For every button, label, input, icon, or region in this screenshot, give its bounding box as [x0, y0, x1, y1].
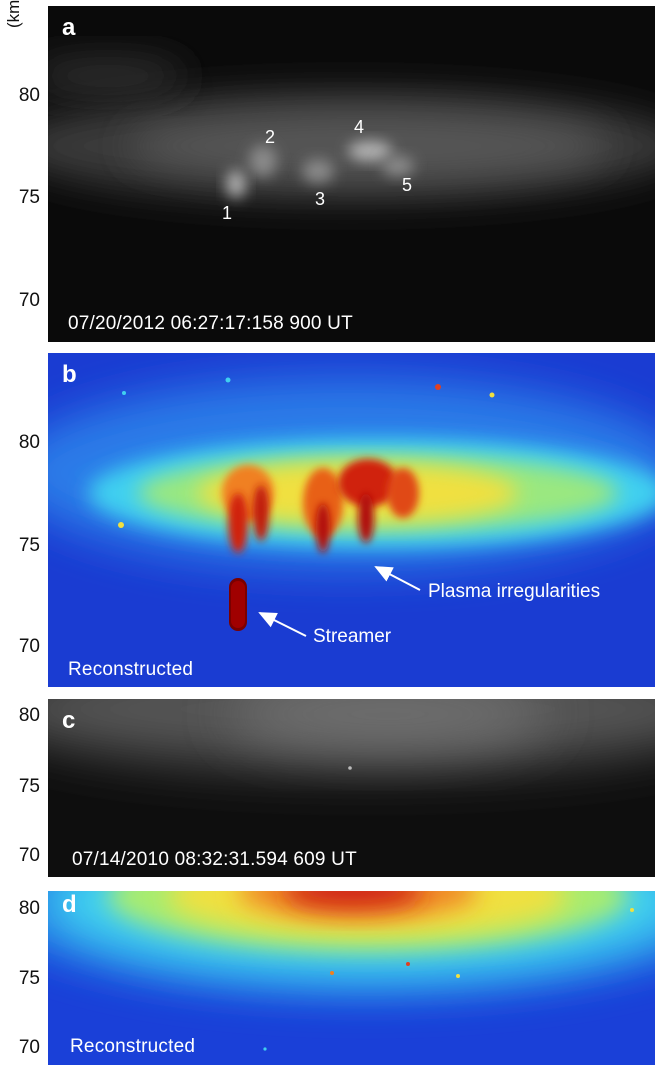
panel-a-glow [48, 56, 655, 201]
panel-b-label: b [62, 361, 77, 388]
panel-b-image: b Streamer Plasma irregularities Reconst… [48, 353, 655, 687]
marker-1: 1 [222, 203, 233, 223]
marker-3: 3 [315, 189, 326, 209]
panel-d-colormap [48, 891, 655, 1051]
panel-a-image: a 1 2 3 4 5 07/20/2012 06:27:17:158 900 … [48, 6, 655, 342]
tick-b-75: 75 [18, 535, 40, 556]
tick-a-75: 75 [18, 187, 40, 208]
annotation-plasma-irregularities: Plasma irregularities [428, 581, 601, 602]
tick-c-75: 75 [18, 776, 40, 797]
panel-b-colormap [48, 377, 655, 631]
tick-c-70: 70 [18, 845, 40, 866]
marker-5: 5 [402, 175, 413, 195]
panel-c-image: c 07/14/2010 08:32:31.594 609 UT [48, 699, 655, 877]
tick-c-80: 80 [18, 705, 40, 726]
tick-a-80: 80 [18, 85, 40, 106]
panel-d-caption: Reconstructed [70, 1036, 196, 1057]
panel-c-timestamp: 07/14/2010 08:32:31.594 609 UT [72, 849, 357, 870]
tick-d-80: 80 [18, 898, 40, 919]
tick-d-70: 70 [18, 1037, 40, 1058]
axis-unit-label: (km) [4, 0, 23, 28]
panel-a-timestamp: 07/20/2012 06:27:17:158 900 UT [68, 313, 353, 334]
panel-b-caption: Reconstructed [68, 659, 194, 680]
marker-2: 2 [265, 127, 276, 147]
tick-b-80: 80 [18, 432, 40, 453]
annotation-arrows [258, 566, 421, 637]
panel-a-label: a [62, 14, 76, 41]
panel-d-label: d [62, 891, 77, 918]
tick-b-70: 70 [18, 636, 40, 657]
panel-d-image: d Reconstructed [48, 891, 655, 1065]
tick-a-70: 70 [18, 290, 40, 311]
tick-d-75: 75 [18, 968, 40, 989]
annotation-streamer: Streamer [313, 626, 392, 647]
marker-4: 4 [354, 117, 365, 137]
panel-c-label: c [62, 707, 76, 734]
panel-c-glow [48, 699, 655, 770]
